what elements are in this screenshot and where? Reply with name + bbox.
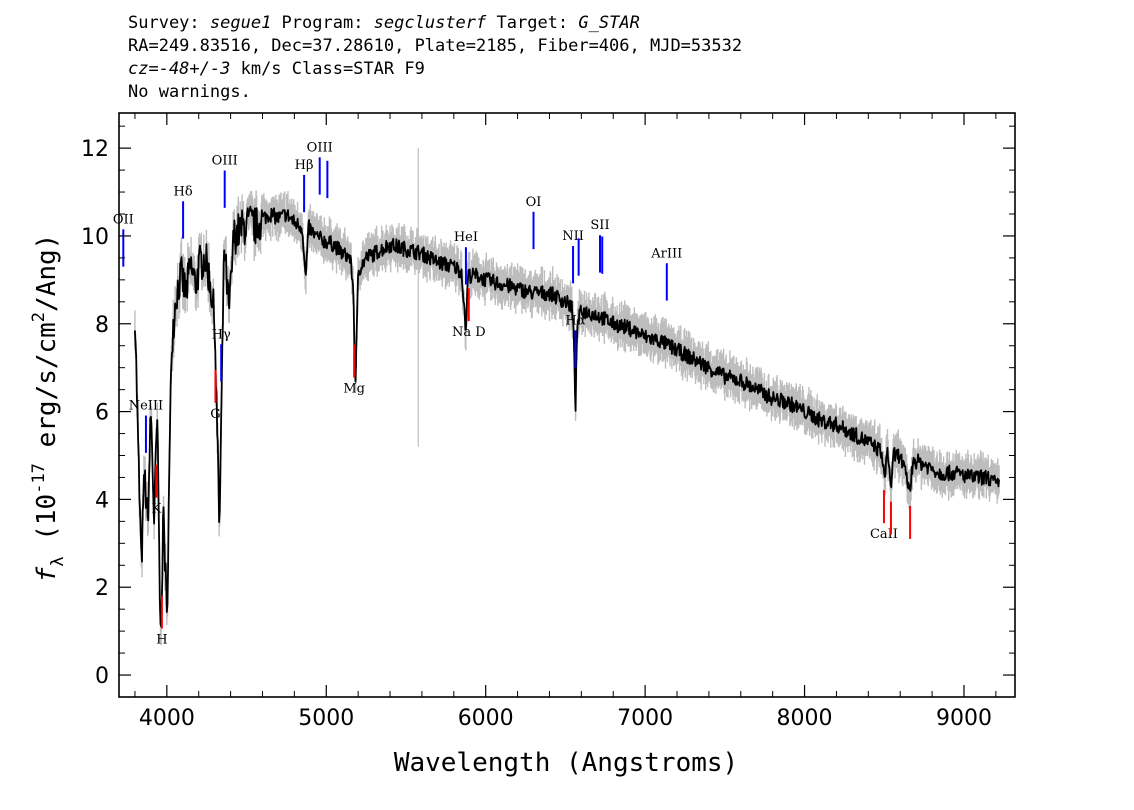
program-label: Program: [271,13,374,33]
y-axis-open: (10 [32,494,62,557]
y-axis-close: /Ang) [32,234,62,312]
emission-label-4: OIII [212,154,238,169]
target-label: Target: [486,13,579,33]
x-tick-label-2: 6000 [458,706,514,731]
emission-label-1: NeIII [129,399,163,414]
target-value: G_STAR [578,13,640,33]
emission-label-13: SII [590,218,609,233]
header-line-survey: Survey: segue1 Program: segclusterf Targ… [128,12,742,35]
x-tick-label-3: 7000 [617,706,673,731]
x-tick-label-5: 9000 [936,706,992,731]
survey-label: Survey: [128,13,210,33]
y-axis-unit: erg/s/cm [32,322,62,463]
absorption-label-1: H [156,633,167,648]
program-value: segclusterf [373,13,487,33]
error-bars [134,190,1000,646]
y-tick-label-0: 0 [95,664,109,689]
y-tick-label-5: 10 [81,225,109,250]
y-axis-symbol: f [32,566,62,582]
y-axis-title: fλ (10-17 erg/s/cm2/Ang) [29,234,68,583]
spectrum-series [134,205,1000,628]
emission-label-6: OIII [307,140,333,155]
header-line-redshift: cz=-48+/-3 km/s Class=STAR F9 [128,58,742,81]
y-tick-label-1: 2 [95,576,109,601]
error-band [134,148,1000,646]
emission-label-9: OI [526,195,542,210]
emission-label-10: NII [562,229,584,244]
header-line-coordinates: RA=249.83516, Dec=37.28610, Plate=2185, … [128,36,743,56]
y-tick-label-2: 4 [95,488,109,513]
y-axis-subscript: λ [48,556,68,566]
absorption-label-5: CaII [870,527,898,542]
spectrum-line [134,205,1000,628]
absorption-label-3: Mg [343,381,365,396]
emission-label-8: HeI [454,230,478,245]
x-tick-label-0: 4000 [139,706,195,731]
y-tick-label-4: 8 [95,313,109,338]
absorption-label-0: K [151,502,161,517]
y-axis-unit-exponent: 2 [29,312,49,322]
class-text: km/s Class=STAR F9 [230,59,425,79]
emission-label-5: Hβ [295,158,314,173]
x-axis-title: Wavelength (Angstroms) [394,748,738,778]
x-tick-label-4: 8000 [777,706,833,731]
absorption-label-4: Na D [452,325,486,340]
emission-label-2: Hδ [174,184,193,199]
y-axis-exponent: -17 [29,463,49,494]
absorption-label-2: G [210,407,220,422]
x-tick-label-1: 5000 [298,706,354,731]
axes: 4000 5000 6000 7000 8000 9000 0 2 4 6 8 10 12 [81,112,1016,731]
survey-value: segue1 [209,13,272,33]
plot-frame [118,112,1016,698]
y-tick-label-3: 6 [95,401,109,426]
header-line-warnings: No warnings. [128,82,251,102]
y-tick-label-6: 12 [81,137,109,162]
spectrum-header: Survey: segue1 Program: segclusterf Targ… [128,12,742,104]
emission-label-15: ArIII [650,246,682,261]
emission-label-0: OII [113,212,134,227]
line-markers: OII NeIII Hδ Hγ OIII Hβ OIII HeI OI NII Hα SII ArIII… [113,140,912,648]
emission-label-3: Hγ [212,327,231,342]
redshift-value: cz=-48+/-3 [128,59,231,79]
emission-label-11: Hα [565,313,585,328]
